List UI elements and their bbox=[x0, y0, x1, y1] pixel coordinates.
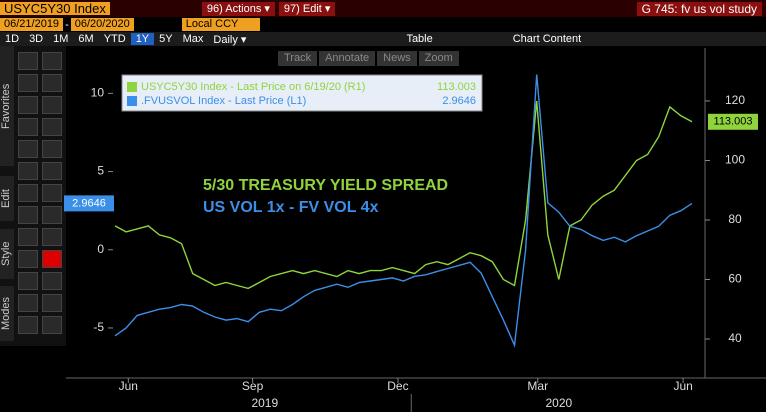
title-bar: USYC5Y30 Index 96) Actions ▾ 97) Edit ▾ … bbox=[0, 0, 766, 17]
tool-button[interactable]: Zoom bbox=[418, 50, 459, 66]
y2-tick-label: 60 bbox=[728, 272, 742, 286]
end-date[interactable]: 06/20/2020 bbox=[70, 18, 134, 31]
currency[interactable]: Local CCY bbox=[181, 18, 260, 31]
start-date[interactable]: 06/21/2019 bbox=[0, 18, 64, 31]
tool-icon[interactable] bbox=[42, 184, 62, 202]
x-tick-label: Jun bbox=[673, 379, 692, 393]
y-tick-label: 5 bbox=[97, 164, 104, 178]
tool-icon[interactable] bbox=[42, 140, 62, 158]
tool-icon[interactable] bbox=[42, 96, 62, 114]
tool-button[interactable]: Annotate bbox=[319, 50, 376, 66]
range-button[interactable]: 1Y bbox=[130, 33, 155, 45]
frequency[interactable]: Daily ▾ bbox=[213, 33, 247, 46]
year-label: 2020 bbox=[545, 396, 572, 410]
tool-icon[interactable] bbox=[18, 272, 38, 290]
chart-tools: Track Annotate News Zoom bbox=[278, 50, 548, 66]
range-button[interactable]: 6M bbox=[78, 33, 94, 45]
screen-name: G 745: fv us vol study bbox=[636, 1, 762, 16]
tool-icon[interactable] bbox=[18, 52, 38, 70]
side-tab[interactable]: Modes bbox=[0, 286, 14, 341]
tool-button[interactable]: News bbox=[377, 50, 417, 66]
y2-tick-label: 120 bbox=[725, 93, 745, 107]
range-button[interactable]: 5Y bbox=[159, 33, 173, 45]
tool-icon[interactable] bbox=[42, 162, 62, 180]
tool-button[interactable]: Track bbox=[278, 50, 318, 66]
x-tick-label: Dec bbox=[387, 379, 408, 393]
tool-icon[interactable] bbox=[18, 96, 38, 114]
table-button[interactable]: Table bbox=[406, 33, 433, 45]
year-label: 2019 bbox=[251, 396, 278, 410]
last-value-tag bbox=[708, 113, 758, 130]
tool-icon[interactable] bbox=[18, 206, 38, 224]
annotation: 5/30 TREASURY YIELD SPREAD bbox=[203, 177, 448, 194]
ticker[interactable]: USYC5Y30 Index bbox=[0, 2, 110, 15]
range-bar: 1D 3D 1M 6M YTD 1Y 5Y Max Daily ▾ Table Chart Cont… bbox=[0, 32, 766, 46]
tool-icon[interactable] bbox=[18, 294, 38, 312]
tool-icon[interactable] bbox=[18, 316, 38, 334]
y-tick-label: -5 bbox=[93, 320, 104, 334]
date-bar: 06/21/2019 - 06/20/2020 Local CCY bbox=[0, 17, 766, 32]
y-tick-label: 0 bbox=[97, 242, 104, 256]
tool-icon[interactable] bbox=[42, 52, 62, 70]
chart-content-button[interactable]: Chart Content bbox=[512, 33, 582, 45]
tool-icon[interactable] bbox=[18, 162, 38, 180]
legend-value: 2.9646 bbox=[442, 95, 476, 107]
tool-icon[interactable] bbox=[18, 74, 38, 92]
tool-icon[interactable] bbox=[42, 294, 62, 312]
actions-menu[interactable]: 96) Actions ▾ bbox=[201, 1, 275, 16]
legend-label: USYC5Y30 Index - Last Price on 6/19/20 (… bbox=[141, 81, 365, 93]
range-button[interactable]: 3D bbox=[29, 33, 44, 45]
tool-icon[interactable] bbox=[42, 250, 62, 268]
legend-box bbox=[121, 74, 483, 112]
side-tab[interactable]: Edit bbox=[0, 176, 14, 221]
tool-icon[interactable] bbox=[42, 316, 62, 334]
series-line bbox=[114, 100, 693, 290]
legend-label: .FVUSVOL Index - Last Price (L1) bbox=[141, 95, 306, 107]
legend-value: 113.003 bbox=[437, 81, 476, 93]
last-value: 113.003 bbox=[714, 116, 753, 128]
legend-swatch bbox=[127, 96, 137, 106]
tool-icon[interactable] bbox=[42, 272, 62, 290]
legend-swatch bbox=[127, 82, 137, 92]
tool-icon[interactable] bbox=[42, 228, 62, 246]
edit-menu[interactable]: 97) Edit ▾ bbox=[278, 1, 336, 16]
last-value: 2.9646 bbox=[72, 197, 106, 209]
range-button[interactable]: 1M bbox=[53, 33, 69, 45]
tool-icon[interactable] bbox=[42, 118, 62, 136]
tool-icon[interactable] bbox=[18, 228, 38, 246]
range-button[interactable]: 1D bbox=[5, 33, 20, 45]
last-value-tag bbox=[64, 195, 114, 212]
range-button[interactable]: Max bbox=[182, 33, 204, 45]
side-tab[interactable]: Favorites bbox=[0, 46, 14, 166]
series-line bbox=[114, 74, 693, 348]
y2-tick-label: 40 bbox=[728, 331, 742, 345]
tool-icon[interactable] bbox=[18, 184, 38, 202]
y-tick-label: 10 bbox=[91, 86, 105, 100]
x-tick-label: Sep bbox=[242, 379, 264, 393]
y2-tick-label: 100 bbox=[725, 153, 745, 167]
x-tick-label: Mar bbox=[527, 379, 548, 393]
y2-tick-label: 80 bbox=[728, 212, 742, 226]
side-tab[interactable]: Style bbox=[0, 229, 14, 279]
tool-icon[interactable] bbox=[42, 206, 62, 224]
tool-icon[interactable] bbox=[42, 74, 62, 92]
tool-icon[interactable] bbox=[18, 140, 38, 158]
date-separator: - bbox=[65, 18, 69, 31]
side-toolbar: Favorites Edit Style Modes bbox=[0, 46, 66, 346]
tool-icon[interactable] bbox=[18, 118, 38, 136]
range-button[interactable]: YTD bbox=[103, 33, 126, 45]
x-tick-label: Jun bbox=[119, 379, 138, 393]
annotation: US VOL 1x - FV VOL 4x bbox=[203, 199, 379, 216]
tool-icon[interactable] bbox=[18, 250, 38, 268]
